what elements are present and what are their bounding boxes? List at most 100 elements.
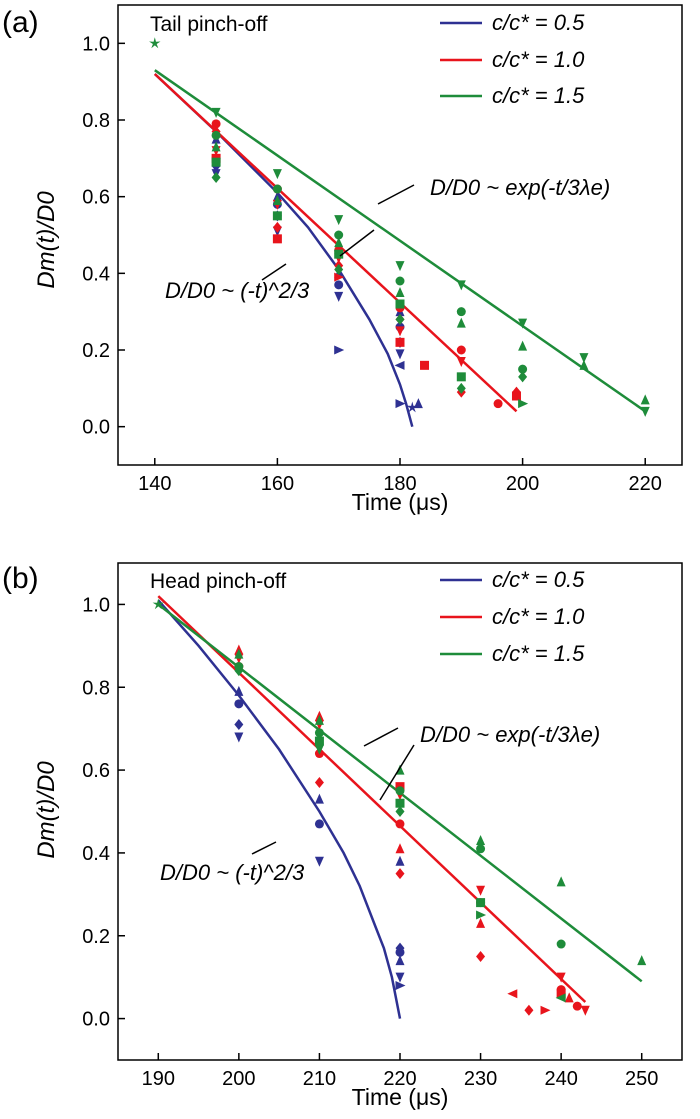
point-b-2-10 [395, 798, 405, 808]
point-b-1-9 [395, 819, 405, 829]
point-a-1-17 [456, 345, 466, 355]
point-b-2-11 [395, 806, 405, 817]
point-b-1-21 [556, 989, 566, 999]
xtick-label-a-4: 220 [629, 473, 662, 495]
point-b-1-19 [556, 972, 566, 983]
ytick-label-b-1: 0.2 [82, 926, 110, 948]
point-a-2-6 [272, 169, 282, 180]
point-a-2-28 [518, 371, 528, 383]
panel-b-annotation-power: D/D0 ~ (-t)^2/3 [160, 860, 305, 885]
point-a-2-24 [456, 382, 466, 394]
point-a-2-1 [211, 107, 221, 118]
point-a-1-16 [420, 360, 430, 370]
panel-b-points [152, 598, 647, 1016]
panel-b-label: (b) [2, 562, 39, 595]
legend-b-label-0: c/c* = 0.5 [492, 567, 585, 592]
point-a-1-0 [211, 119, 221, 129]
legend-b-label-1: c/c* = 1.0 [492, 604, 585, 629]
point-a-2-30 [579, 353, 589, 364]
panel-a-arrow-exp-1 [377, 184, 415, 205]
point-a-1-20 [493, 399, 503, 409]
point-a-2-29 [518, 399, 529, 409]
point-b-1-14 [476, 917, 486, 928]
legend-a-label-1: c/c* = 1.0 [492, 47, 585, 72]
point-a-2-17 [395, 287, 405, 297]
point-a-2-20 [456, 280, 466, 291]
point-a-2-19 [395, 313, 405, 325]
point-a-0-15 [395, 349, 405, 360]
point-b-1-18 [540, 1005, 551, 1015]
ytick-label-a-1: 0.2 [82, 340, 110, 362]
point-b-1-17 [524, 1004, 534, 1016]
point-b-2-5 [314, 728, 324, 738]
xtick-label-a-0: 140 [138, 473, 171, 495]
point-a-1-11 [334, 272, 345, 282]
point-b-0-9 [395, 947, 405, 957]
point-a-2-25 [518, 318, 528, 329]
xtick-label-a-3: 200 [506, 473, 539, 495]
point-a-1-14 [395, 326, 405, 337]
panel-b-arrow-exp-1 [379, 744, 415, 801]
point-b-1-23 [572, 1001, 582, 1011]
ytick-label-a-3: 0.6 [82, 187, 110, 209]
point-b-0-4 [314, 793, 324, 804]
point-a-2-21 [456, 307, 466, 317]
point-b-0-6 [314, 856, 324, 867]
point-a-2-27 [518, 364, 528, 374]
ytick-label-a-0: 0.0 [82, 417, 110, 439]
ytick-label-a-5: 1.0 [82, 33, 110, 55]
point-b-1-16 [507, 989, 518, 999]
point-b-0-10 [395, 955, 405, 966]
point-b-2-4 [314, 714, 324, 725]
panel-b: (b) 190 200 210 220 230 240 250 0.0 0.2 0.4 0.6 0.8… [2, 562, 683, 1110]
point-a-0-17 [395, 399, 406, 409]
point-a-2-9 [272, 211, 282, 221]
panel-b-ylabel: Dm(t)/D0 [33, 761, 60, 859]
point-b-0-5 [314, 819, 324, 829]
point-b-2-6 [314, 736, 324, 746]
point-b-2-3 [234, 665, 244, 677]
panel-a-ticks: 140 160 180 200 220 0.0 0.2 0.4 0.6 0.8 1.0 [82, 33, 662, 495]
point-b-0-2 [234, 719, 244, 731]
point-a-0-9 [334, 280, 344, 290]
legend-a-label-0: c/c* = 0.5 [492, 10, 585, 35]
point-a-2-7 [272, 184, 282, 194]
point-a-2-10 [334, 215, 344, 226]
ytick-label-b-4: 0.8 [82, 677, 110, 699]
point-a-2-14 [334, 264, 344, 275]
ytick-label-b-0: 0.0 [82, 1009, 110, 1031]
xtick-label-a-2: 180 [383, 473, 416, 495]
point-a-0-11 [334, 345, 345, 355]
point-b-0-0 [234, 685, 244, 696]
point-a-2-22 [456, 317, 466, 328]
legend-a-label-2: c/c* = 1.5 [492, 83, 585, 108]
point-a-2-8 [272, 195, 282, 205]
ytick-label-b-2: 0.4 [82, 843, 110, 865]
point-a-2-4 [211, 157, 221, 167]
point-a-0-18 [406, 401, 418, 413]
point-a-1-7 [272, 234, 282, 244]
point-a-1-6 [272, 221, 282, 233]
point-b-0-7 [395, 855, 405, 866]
point-a-2-18 [395, 299, 405, 309]
point-a-2-5 [211, 172, 221, 183]
panel-a-annotation-power: D/D0 ~ (-t)^2/3 [165, 278, 310, 303]
xtick-label-b-2: 210 [303, 1068, 336, 1090]
point-b-2-15 [476, 910, 487, 920]
panel-b-ticks: 190 200 210 220 230 240 250 0.0 0.2 0.4 0.6 0.8 1.0 [82, 594, 658, 1090]
ytick-label-a-2: 0.4 [82, 263, 110, 285]
point-a-2-12 [334, 237, 344, 248]
point-b-1-11 [395, 868, 405, 880]
panel-a-gridless-frame [117, 4, 683, 466]
point-b-2-12 [476, 834, 486, 845]
point-b-0-3 [234, 732, 244, 743]
point-a-2-26 [518, 340, 528, 351]
point-a-2-16 [395, 276, 405, 286]
point-b-2-0 [152, 598, 164, 610]
point-a-1-15 [395, 337, 405, 347]
ytick-label-b-5: 1.0 [82, 594, 110, 616]
point-a-2-15 [395, 261, 405, 272]
fit-line-a-2 [154, 69, 646, 413]
point-b-2-17 [556, 939, 566, 949]
